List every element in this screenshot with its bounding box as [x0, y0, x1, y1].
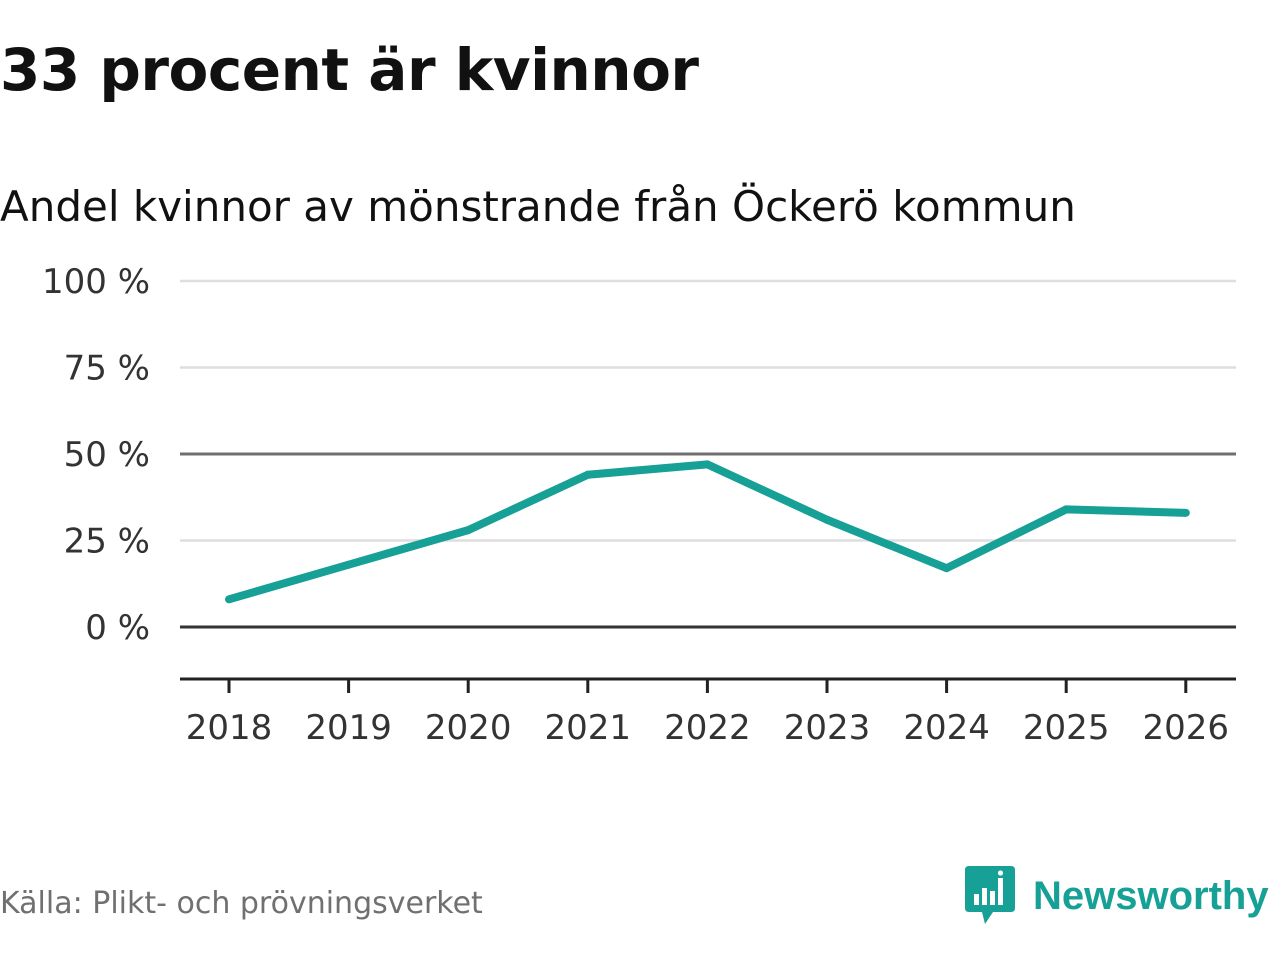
- x-tick-label: 2023: [784, 708, 871, 748]
- brand-name: Newsworthy: [1033, 873, 1269, 918]
- x-tick-label: 2018: [186, 708, 273, 748]
- x-tick-label: 2024: [903, 708, 990, 748]
- y-tick-label: 25 %: [64, 522, 150, 562]
- data-point-2026: [1181, 508, 1190, 517]
- y-tick-label: 50 %: [64, 435, 150, 475]
- data-point-2023: [823, 515, 831, 524]
- x-tick-label: 2021: [545, 708, 632, 748]
- data-point-2020: [464, 526, 473, 535]
- grid-lines: [180, 279, 1236, 629]
- x-tick-label: 2019: [305, 708, 392, 748]
- series-layer: [225, 460, 1190, 604]
- series-line: [227, 460, 1186, 604]
- x-tick-label: 2022: [664, 708, 751, 748]
- y-tick-label: 100 %: [42, 262, 150, 302]
- x-axis-labels: 2018 2019 2020 2021 2022 2023 2024 2025 2026: [186, 708, 1229, 748]
- data-point-2024: [942, 564, 951, 573]
- data-point-2018: [225, 595, 233, 604]
- x-axis: [180, 677, 1236, 693]
- data-point-2021: [583, 470, 592, 479]
- data-point-2019: [344, 560, 353, 569]
- data-point-2022: [703, 460, 712, 469]
- x-tick-label: 2025: [1023, 708, 1110, 748]
- source-note: Källa: Plikt- och prövningsverket: [0, 886, 483, 921]
- data-point-2025: [1062, 505, 1071, 514]
- x-tick-label: 2020: [425, 708, 512, 748]
- chart-subtitle: Andel kvinnor av mönstrande från Öckerö …: [0, 182, 1076, 231]
- y-tick-label: 0 %: [85, 608, 150, 648]
- brand-logo: Newsworthy: [965, 866, 1269, 926]
- chart-title: 33 procent är kvinnor: [0, 36, 699, 104]
- newsworthy-logo-icon: [965, 866, 1015, 924]
- y-tick-label: 75 %: [64, 349, 150, 389]
- x-tick-label: 2026: [1143, 708, 1230, 748]
- y-axis-labels: 100 % 75 % 50 % 25 % 0 %: [42, 262, 150, 648]
